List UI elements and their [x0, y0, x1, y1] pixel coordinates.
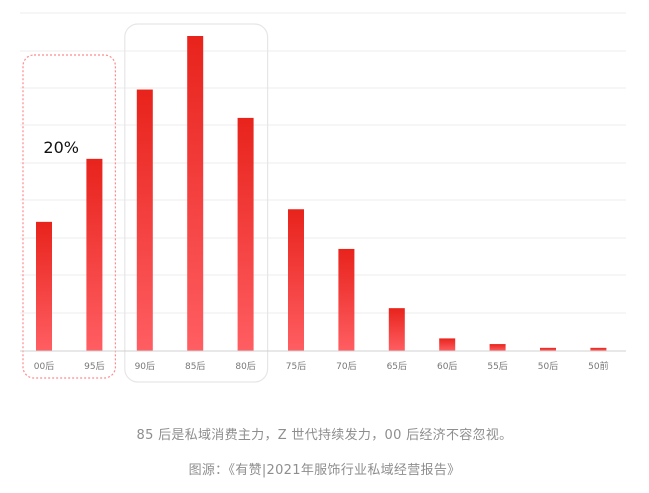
chart-canvas: 00后 95后 90后 85后 80后 75后 70后 65后 60后 55后 50后 50前 20%	[20, 12, 626, 383]
annotations: 20%	[43, 138, 79, 157]
x-tick-label: 50前	[588, 360, 608, 372]
bars	[36, 36, 607, 352]
x-tick-label: 65后	[387, 361, 407, 372]
x-tick-label: 70后	[336, 361, 356, 372]
x-tick-label: 55后	[487, 361, 507, 372]
bar-90后	[136, 89, 153, 352]
bar-55后	[489, 344, 506, 351]
x-tick-label: 60后	[437, 361, 457, 372]
highlight-groups	[22, 23, 269, 383]
bar-60后	[439, 338, 456, 351]
x-tick-label: 90后	[135, 361, 155, 372]
x-tick-label: 00后	[34, 361, 54, 372]
bar-00后	[36, 221, 52, 351]
bar-85后	[187, 36, 204, 351]
chart-caption: 85 后是私域消费主力，Z 世代持续发力，00 后经济不容忽视。	[136, 428, 513, 443]
x-tick-labels: 00后 95后 90后 85后 80后 75后 70后 65后 60后 55后 50后 50前	[34, 360, 609, 372]
highlight-box-gen-z	[22, 54, 117, 379]
bar-95后	[86, 158, 103, 351]
x-tick-label: 75后	[286, 361, 306, 372]
bar-50后	[540, 347, 556, 351]
x-tick-label: 80后	[235, 361, 255, 372]
bar-75后	[288, 209, 304, 351]
source-caption: 图源：《有赞|2021年服饰行业私域经营报告》	[188, 463, 461, 478]
bar-65后	[388, 308, 405, 351]
bar-50前	[590, 347, 607, 351]
highlight-box-main-consumers	[124, 23, 269, 383]
bar-chart: 00后 95后 90后 85后 80后 75后 70后 65后 60后 55后 50后 50前 20%	[20, 12, 626, 383]
gridlines	[20, 12, 626, 314]
bar-80后	[237, 117, 254, 352]
x-tick-label: 85后	[185, 361, 205, 372]
annotation-label: 20%	[43, 138, 79, 157]
x-tick-label: 95后	[84, 361, 104, 372]
bar-70后	[338, 248, 355, 351]
x-tick-label: 50后	[538, 361, 558, 372]
